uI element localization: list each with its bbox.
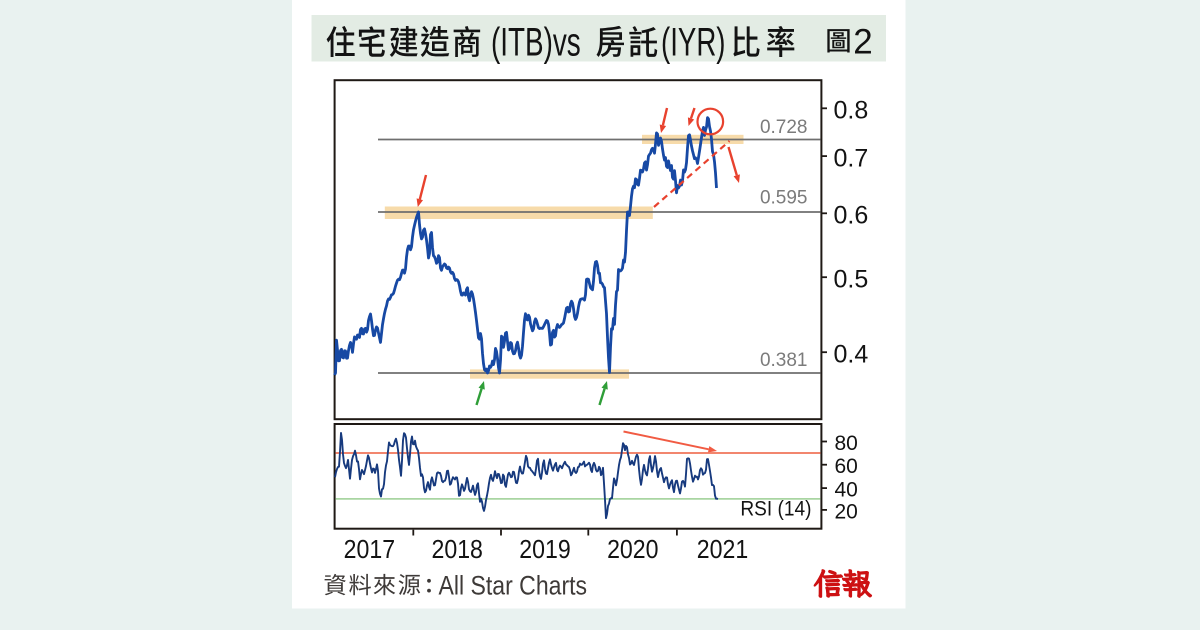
svg-text:0.7: 0.7	[834, 144, 869, 172]
svg-text:0.595: 0.595	[760, 188, 808, 209]
svg-text:(ITB)vs: (ITB)vs	[491, 21, 581, 65]
svg-text:2: 2	[853, 23, 872, 62]
svg-text:20: 20	[835, 500, 858, 523]
svg-text:All Star Charts: All Star Charts	[439, 572, 588, 601]
svg-text:2018: 2018	[431, 536, 482, 564]
svg-text:80: 80	[835, 432, 858, 455]
svg-text:2020: 2020	[607, 536, 658, 564]
svg-text:0.728: 0.728	[760, 117, 808, 138]
svg-text:RSI (14): RSI (14)	[740, 498, 811, 521]
svg-text:0.4: 0.4	[834, 341, 869, 369]
svg-text:0.8: 0.8	[834, 97, 869, 125]
svg-text:60: 60	[835, 455, 858, 478]
svg-text:0.381: 0.381	[760, 350, 808, 371]
svg-text:0.6: 0.6	[834, 202, 869, 230]
svg-text:2019: 2019	[519, 536, 570, 564]
svg-text:2017: 2017	[344, 536, 395, 564]
svg-text:0.5: 0.5	[834, 266, 869, 294]
svg-text:2021: 2021	[697, 536, 748, 564]
svg-text:40: 40	[835, 479, 858, 502]
svg-text:(IYR): (IYR)	[661, 21, 726, 65]
